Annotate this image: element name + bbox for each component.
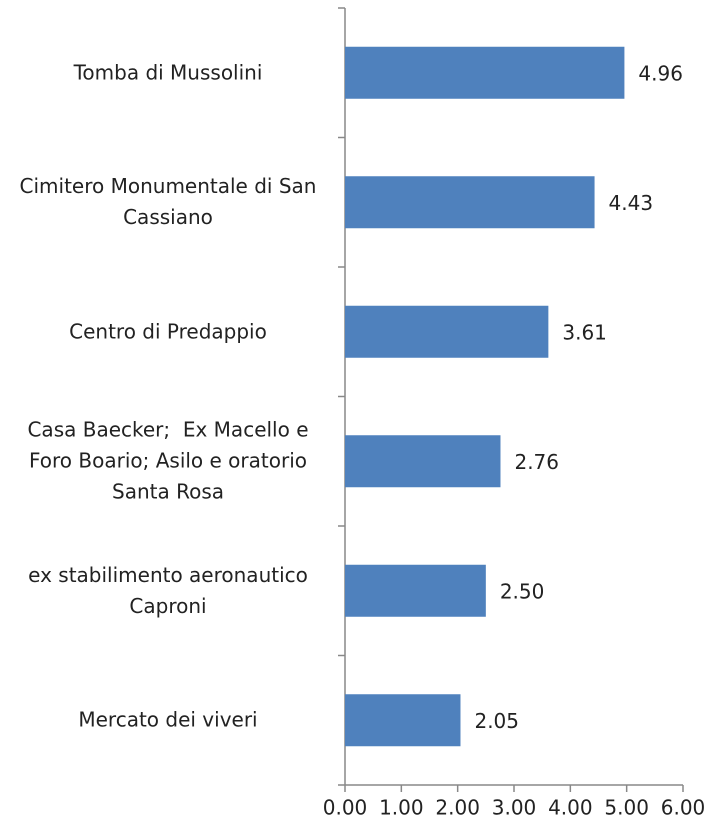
category-label: Cimitero Monumentale di San Cassiano — [19, 174, 323, 230]
x-tick-label: 2.00 — [435, 796, 480, 820]
x-tick-label: 6.00 — [661, 796, 706, 820]
category-label: ex stabilimento aeronautico Caproni — [28, 562, 315, 618]
x-tick-label: 5.00 — [604, 796, 649, 820]
value-label: 2.05 — [474, 709, 519, 733]
value-label: 2.76 — [514, 450, 559, 474]
bar — [345, 564, 486, 617]
bar — [345, 435, 501, 488]
x-tick-label: 3.00 — [492, 796, 537, 820]
bar — [345, 305, 549, 358]
value-label: 3.61 — [562, 320, 607, 344]
value-label: 4.96 — [638, 61, 683, 85]
bar — [345, 46, 625, 99]
value-label: 2.50 — [500, 579, 545, 603]
value-label: 4.43 — [609, 191, 654, 215]
x-tick-label: 4.00 — [548, 796, 593, 820]
bar — [345, 694, 461, 747]
category-label: Mercato dei viveri — [78, 707, 258, 732]
category-label: Casa Baecker; Ex Macello e Foro Boario; … — [27, 417, 315, 504]
category-label: Tomba di Mussolini — [73, 60, 263, 85]
bar — [345, 176, 595, 229]
x-tick-label: 0.00 — [323, 796, 368, 820]
x-tick-label: 1.00 — [379, 796, 424, 820]
category-label: Centro di Predappio — [69, 319, 267, 344]
